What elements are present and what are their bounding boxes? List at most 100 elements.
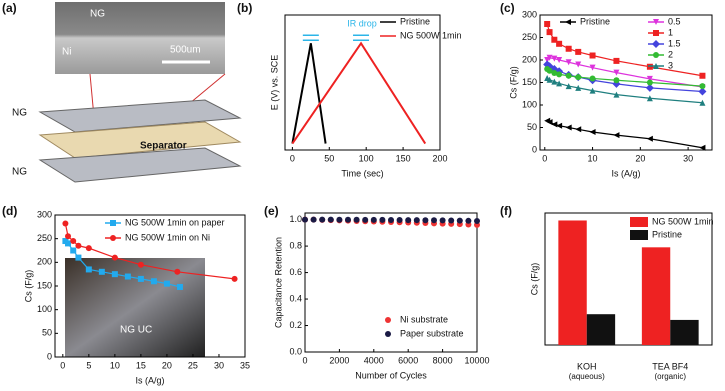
marker xyxy=(85,245,92,252)
legend-label: 2 xyxy=(668,49,673,59)
marker xyxy=(565,72,572,79)
marker xyxy=(319,216,326,223)
panel-label: (f) xyxy=(500,204,512,218)
marker xyxy=(613,132,620,139)
marker xyxy=(176,283,183,290)
x-tick-label: KOH xyxy=(577,361,597,371)
panel: (b) 0 50 100 150 200 Time (sec) E (V) vs. SCE IR… xyxy=(237,1,462,178)
panel-label: (c) xyxy=(500,1,515,15)
marker xyxy=(556,71,563,78)
series-line xyxy=(546,77,703,104)
bar xyxy=(670,319,699,345)
x-tick-label: 0 xyxy=(60,360,65,370)
x-tick-label: TEA BF4 xyxy=(652,361,688,371)
marker xyxy=(551,55,558,62)
y-tick-label: 0 xyxy=(47,351,52,361)
layer-label: NG xyxy=(12,167,27,178)
sem-label: Ni xyxy=(62,47,71,58)
y-tick-label: 0.0 xyxy=(289,346,302,356)
y-tick-label: 0.6 xyxy=(289,267,302,277)
y-tick-label: 0.4 xyxy=(289,293,302,303)
marker xyxy=(137,275,144,282)
marker xyxy=(589,75,596,82)
marker xyxy=(336,216,343,223)
axes-frame xyxy=(544,212,713,346)
annotation: IR drop xyxy=(347,18,377,28)
x-tick-label: 6000 xyxy=(398,355,418,365)
y-axis-label: Cs (F/g) xyxy=(508,66,518,99)
background-photo xyxy=(65,258,205,357)
legend-label: Ni substrate xyxy=(400,314,448,324)
legend-label: NG 500W 1min xyxy=(400,30,462,40)
panel: (f) Cs (F/g) KOH(aqueous) TEA BF4(organic) N… xyxy=(500,204,714,381)
marker xyxy=(544,21,551,27)
x-tick-label: 0 xyxy=(302,355,307,365)
marker xyxy=(565,83,572,90)
y-tick-label: 250 xyxy=(37,233,52,243)
marker xyxy=(70,238,77,245)
x-tick-label: 25 xyxy=(188,360,198,370)
marker xyxy=(65,233,72,240)
marker xyxy=(422,217,429,224)
category-note: (aqueous) xyxy=(569,372,605,381)
marker xyxy=(565,59,572,66)
marker xyxy=(137,261,144,268)
marker xyxy=(556,80,563,87)
bar xyxy=(558,220,587,345)
x-tick-label: 200 xyxy=(432,153,447,163)
axes-frame xyxy=(304,212,478,353)
x-axis-label: Number of Cycles xyxy=(355,370,427,380)
scale-label: 500um xyxy=(170,45,201,56)
legend-label: NG 500W 1min xyxy=(652,216,714,226)
marker xyxy=(613,57,620,64)
legend-marker xyxy=(385,317,391,323)
marker xyxy=(388,217,394,224)
marker xyxy=(174,268,181,275)
marker xyxy=(353,216,360,223)
marker xyxy=(613,77,620,84)
legend-marker xyxy=(653,30,659,36)
marker xyxy=(431,217,437,224)
x-axis-label: Time (sec) xyxy=(341,168,383,178)
x-tick-label: 4000 xyxy=(364,355,384,365)
marker xyxy=(546,29,553,36)
series-line xyxy=(546,120,703,149)
axes-frame xyxy=(539,14,713,151)
marker xyxy=(613,69,620,76)
marker xyxy=(413,217,420,224)
graphene-layer xyxy=(38,99,242,133)
y-axis-label: Cs (F/g) xyxy=(23,270,33,303)
marker xyxy=(546,76,553,83)
y-tick-label: 1.0 xyxy=(289,214,302,224)
category-note: (organic) xyxy=(654,372,686,381)
marker xyxy=(613,91,620,98)
bar xyxy=(641,247,671,345)
layer-label: Separator xyxy=(140,141,187,152)
legend-swatch xyxy=(630,217,648,227)
x-tick-label: 20 xyxy=(162,360,172,370)
x-tick-label: 150 xyxy=(396,153,411,163)
legend-label: Paper substrate xyxy=(400,328,464,338)
legend-label: 1.5 xyxy=(668,38,681,48)
x-tick-label: 10 xyxy=(110,360,120,370)
y-axis-label: E (V) vs. SCE xyxy=(269,55,279,111)
marker xyxy=(646,79,653,86)
marker xyxy=(85,266,92,273)
marker xyxy=(163,280,170,287)
series-line xyxy=(291,43,327,144)
axes-frame xyxy=(284,14,441,151)
legend-marker xyxy=(565,19,571,25)
marker xyxy=(589,52,596,59)
legend-marker xyxy=(385,331,391,337)
marker xyxy=(546,119,553,126)
legend-label: 3 xyxy=(668,60,673,70)
panel: (e) 0.0 0.2 0.4 0.6 0.8 1.0 0 2000 4000 6000 8000 10… xyxy=(264,204,490,380)
sem-label: NG xyxy=(90,9,105,20)
graphene-layer xyxy=(38,147,242,183)
marker xyxy=(646,135,653,142)
marker xyxy=(465,217,472,224)
y-tick-label: 50 xyxy=(527,122,537,132)
marker xyxy=(362,216,369,223)
y-tick-label: 200 xyxy=(522,54,537,64)
legend-marker xyxy=(110,220,116,226)
